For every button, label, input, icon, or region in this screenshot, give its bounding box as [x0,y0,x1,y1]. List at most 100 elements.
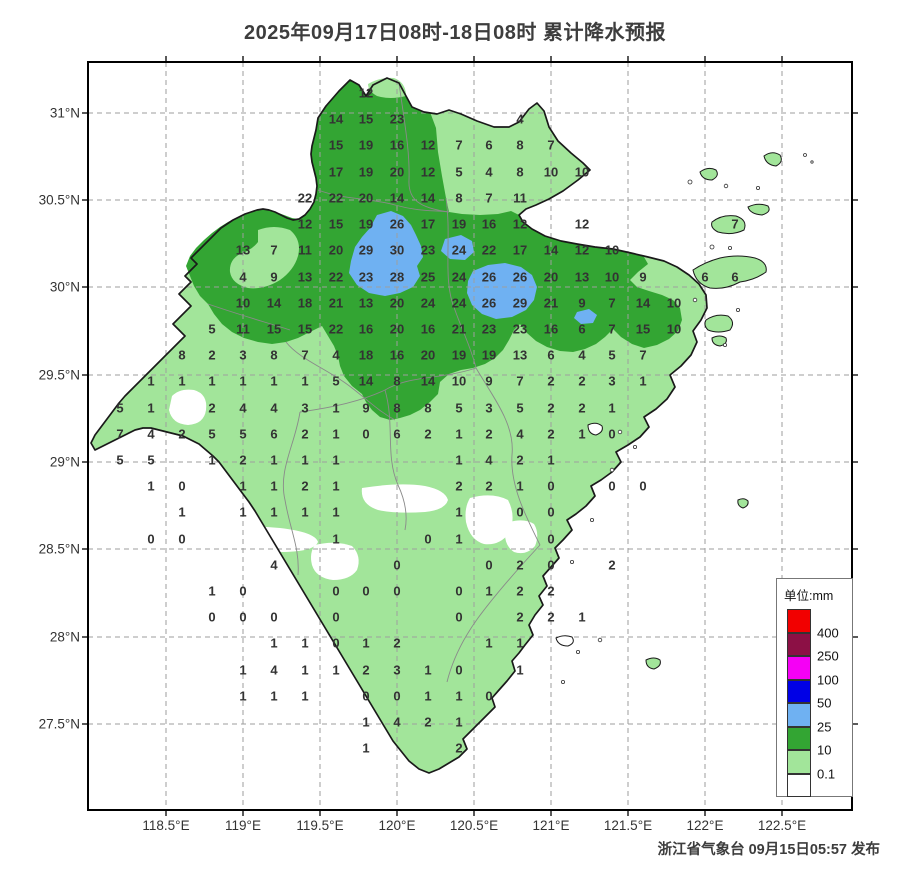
precip-value: 10 [543,164,559,180]
lat-label: 30°N [49,279,80,295]
precip-value: 5 [516,400,524,416]
legend: 单位:mm 400 250 100 50 25 10 0.1 [776,578,853,797]
legend-value: 0.1 [817,766,836,781]
rain-core-blue-4 [574,309,597,324]
precip-value: 1 [332,662,340,678]
precip-value: 8 [270,347,278,363]
precip-value: 26 [481,295,497,311]
precip-value: 0 [208,609,216,625]
precip-value: 10 [574,164,590,180]
precip-value: 17 [512,242,528,258]
precip-value: 1 [147,373,155,389]
precip-value: 1 [239,504,247,520]
lon-label: 120.5°E [449,818,499,833]
legend-value: 400 [817,625,839,640]
precip-value: 1 [208,583,216,599]
precip-value: 0 [516,504,524,520]
precip-value: 15 [358,111,374,127]
precip-value: 1 [239,662,247,678]
precip-value: 4 [516,111,524,127]
precip-value: 8 [516,164,524,180]
precip-value: 7 [270,242,278,258]
precip-value: 10 [666,321,682,337]
precip-value: 1 [332,504,340,520]
precip-value: 0 [178,531,186,547]
precip-value: 0 [547,557,555,573]
lon-label: 121°E [532,818,570,833]
precip-value: 1 [578,609,586,625]
precip-value: 11 [298,242,312,258]
precip-value: 4 [270,400,278,416]
precip-value: 10 [235,295,251,311]
precip-value: 1 [455,714,463,730]
precip-value: 1 [332,426,340,442]
legend-swatch [787,750,811,774]
islands [555,152,782,670]
precip-value: 16 [389,137,405,153]
lon-label: 119°E [225,818,261,833]
precip-value: 16 [420,321,436,337]
precip-value: 20 [543,269,559,285]
precip-value: 21 [451,321,467,337]
precip-value: 23 [481,321,497,337]
legend-value: 100 [817,672,839,687]
precip-value: 0 [424,531,432,547]
precip-value: 2 [547,400,555,416]
legend-swatch [787,609,811,633]
precip-value: 24 [420,295,436,311]
rain-core-blue-2 [441,235,474,260]
precip-value: 8 [393,373,401,389]
precip-value: 1 [208,373,216,389]
precip-value: 2 [578,373,586,389]
precip-value: 19 [481,347,497,363]
precip-value: 4 [239,269,247,285]
precip-value: 17 [328,164,344,180]
precip-value: 7 [485,190,493,206]
precip-value: 1 [547,452,555,468]
precip-value: 6 [547,347,555,363]
precip-value: 16 [389,347,405,363]
precip-value: 1 [147,478,155,494]
precip-value: 24 [451,242,467,258]
precip-value: 22 [481,242,497,258]
precip-value: 14 [358,373,374,389]
precip-value: 0 [485,557,493,573]
precip-value: 9 [578,295,586,311]
precip-value: 18 [358,347,374,363]
precip-value: 0 [270,609,278,625]
precip-value: 1 [301,635,309,651]
precip-value: 1 [424,688,432,704]
precip-value: 4 [270,662,278,678]
precip-value: 10 [604,269,620,285]
precip-value: 7 [639,347,647,363]
precip-value: 1 [332,452,340,468]
precip-value: 15 [635,321,651,337]
plot-border [87,61,853,811]
legend-swatch [787,679,811,703]
precip-value: 7 [608,321,616,337]
precip-value: 2 [485,478,493,494]
precip-value: 19 [358,216,374,232]
precip-value: 4 [332,347,340,363]
precip-value: 1 [578,426,586,442]
precip-value: 2 [547,426,555,442]
precip-value: 19 [358,164,374,180]
precip-value: 0 [455,662,463,678]
precip-value: 1 [455,504,463,520]
precip-value: 12 [420,137,436,153]
precip-value: 5 [208,426,216,442]
precip-value: 20 [389,164,405,180]
precip-value: 5 [116,400,124,416]
precip-value: 1 [270,452,278,468]
legend-value: 25 [817,719,832,734]
precip-value: 8 [455,190,463,206]
precip-value: 21 [543,295,559,311]
precip-value: 4 [393,714,401,730]
precip-value: 0 [393,688,401,704]
precip-value: 4 [578,347,586,363]
precip-value: 15 [328,216,344,232]
precip-value: 2 [547,583,555,599]
precip-value: 20 [420,347,436,363]
precip-value: 11 [236,321,250,337]
precip-value: 20 [389,321,405,337]
